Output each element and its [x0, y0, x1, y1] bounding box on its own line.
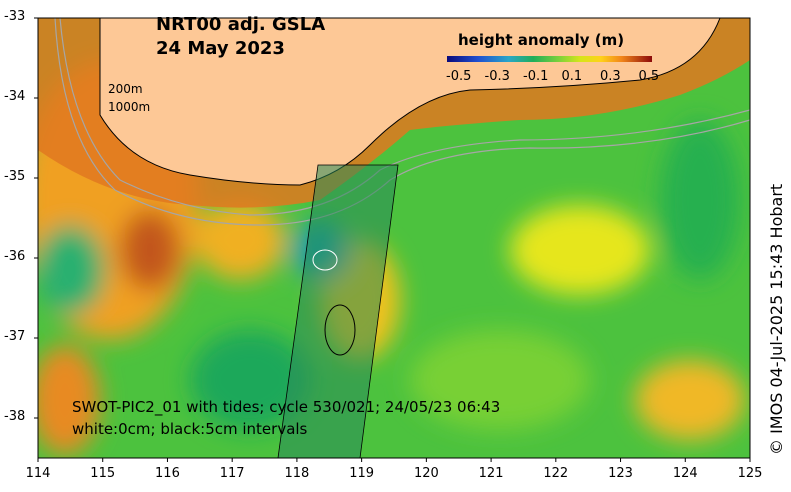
x-tick-label: 115	[90, 466, 116, 481]
x-tick-label: 116	[155, 466, 180, 481]
map-title-line2: 24 May 2023	[156, 38, 285, 59]
x-tick-label: 120	[413, 466, 439, 481]
x-tick-label: 119	[349, 466, 375, 481]
colorbar	[447, 56, 652, 62]
x-tick-label: 117	[219, 466, 245, 481]
colorbar-tick: 0.5	[638, 69, 660, 84]
isobath-label-200m: 200m	[108, 82, 143, 96]
x-tick-label: 114	[25, 466, 51, 481]
y-tick-label: -33	[4, 9, 26, 24]
colorbar-tick: -0.1	[523, 69, 549, 84]
y-tick-label: -36	[4, 249, 26, 264]
anomaly-field	[38, 18, 750, 458]
colorbar-label: height anomaly (m)	[458, 31, 625, 49]
map-title-line1: NRT00 adj. GSLA	[156, 14, 326, 35]
credit-text: © IMOS 04-Jul-2025 15:43 Hobart	[767, 183, 786, 455]
x-tick-label: 122	[543, 466, 569, 481]
y-tick-label: -38	[4, 409, 26, 424]
x-tick-label: 118	[284, 466, 310, 481]
swot-caption-line2: white:0cm; black:5cm intervals	[72, 420, 308, 438]
plot-frame	[37, 17, 751, 459]
x-tick-label: 121	[478, 466, 504, 481]
swot-caption-line1: SWOT-PIC2_01 with tides; cycle 530/021; …	[72, 398, 501, 416]
isobath-label-1000m: 1000m	[108, 100, 151, 114]
y-tick-label: -34	[4, 89, 26, 104]
axis-ticks	[34, 17, 751, 462]
colorbar-tick: -0.5	[446, 69, 472, 84]
colorbar-tick: -0.3	[484, 69, 510, 84]
x-tick-label: 124	[672, 466, 698, 481]
y-tick-label: -35	[4, 169, 26, 184]
y-tick-label: -37	[4, 329, 26, 344]
x-tick-label: 123	[608, 466, 633, 481]
colorbar-tick: 0.3	[600, 69, 621, 84]
x-tick-label: 125	[737, 466, 763, 481]
colorbar-gradient	[447, 56, 652, 62]
colorbar-tick: 0.1	[561, 69, 583, 84]
